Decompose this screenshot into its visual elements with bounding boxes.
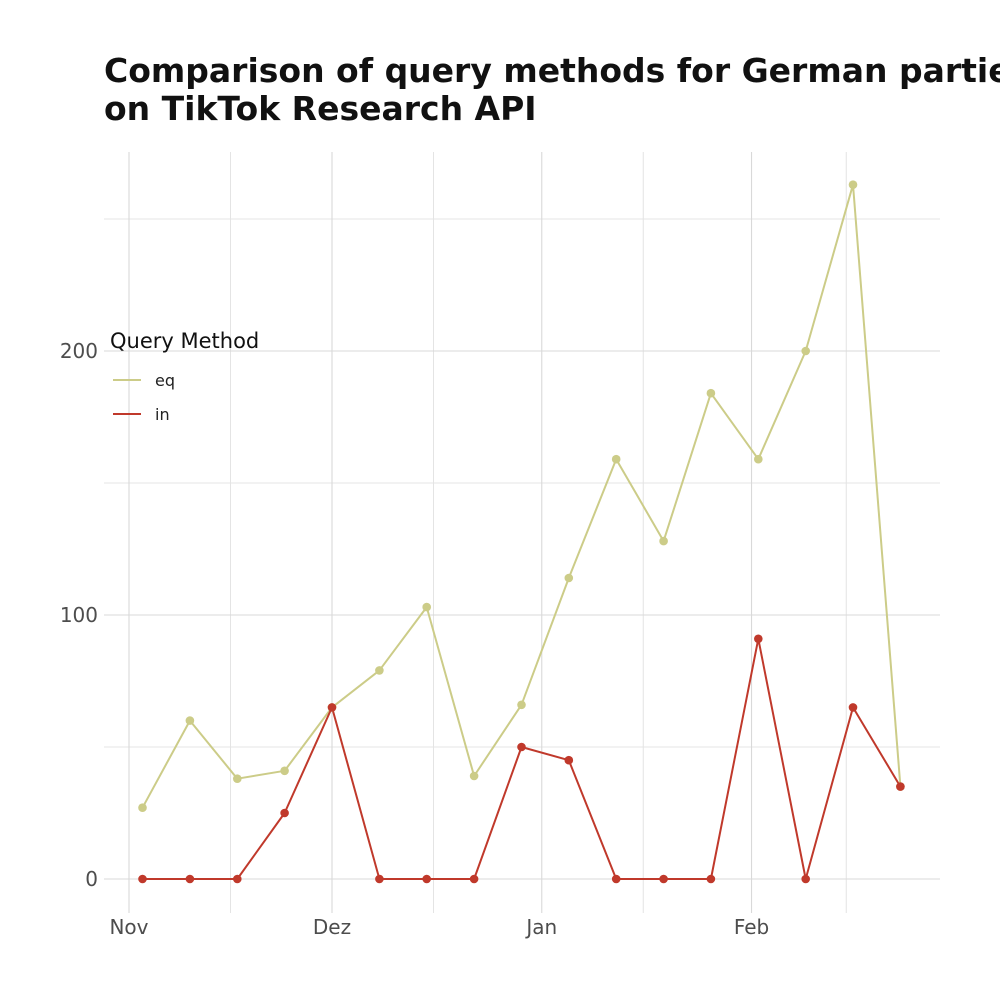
data-point-in (422, 874, 432, 884)
series-line-in (142, 637, 902, 880)
data-point-eq (659, 536, 668, 546)
x-tick-label: Dez (313, 915, 351, 939)
legend-label-in: in (155, 405, 170, 424)
data-point-in (469, 874, 479, 884)
data-point-eq (469, 771, 479, 781)
data-point-eq (233, 774, 242, 783)
x-tick-label: Feb (734, 915, 769, 939)
y-tick-label: 0 (85, 867, 98, 891)
data-point-in (896, 782, 905, 791)
x-axis-tick-labels: Nov Dez Jan Feb (109, 915, 769, 939)
data-point-in (801, 874, 810, 884)
data-point-eq (517, 700, 526, 710)
data-point-in (517, 742, 526, 752)
chart-title: Comparison of query methods for German p… (104, 52, 1000, 128)
series-line-eq (141, 183, 902, 809)
data-point-eq (564, 573, 574, 583)
data-point-in (280, 808, 289, 818)
legend-label-eq: eq (155, 371, 175, 390)
data-point-eq (706, 388, 716, 398)
x-tick-label: Nov (109, 915, 148, 939)
x-tick-label: Jan (524, 915, 557, 939)
y-axis-tick-labels: 0 100 200 (60, 339, 98, 891)
data-point-in (611, 874, 621, 884)
data-point-in (754, 634, 763, 644)
grid-major (104, 152, 940, 913)
data-point-in (327, 703, 337, 712)
data-point-in (138, 874, 147, 884)
data-point-in (848, 703, 858, 712)
series-points (138, 180, 905, 884)
data-point-eq (848, 180, 858, 189)
data-point-in (233, 874, 242, 884)
data-point-in (564, 755, 574, 765)
series-lines (141, 183, 902, 880)
data-point-in (375, 874, 384, 884)
data-point-eq (375, 666, 384, 675)
data-point-eq (422, 602, 432, 612)
data-point-eq (801, 346, 810, 356)
legend-title: Query Method (110, 329, 259, 353)
y-tick-label: 100 (60, 603, 98, 627)
legend: Query Method eq in (110, 329, 259, 424)
chart-title-line-1: Comparison of query methods for German p… (104, 52, 1000, 90)
data-point-eq (138, 803, 147, 812)
data-point-in (659, 874, 668, 884)
data-point-eq (280, 766, 289, 776)
data-point-in (185, 874, 195, 884)
data-point-eq (754, 454, 763, 464)
chart-title-line-2: on TikTok Research API (104, 89, 537, 128)
data-point-eq (185, 716, 195, 725)
data-point-eq (611, 454, 621, 464)
data-point-in (706, 874, 716, 884)
y-tick-label: 200 (60, 339, 98, 363)
grid-minor (104, 152, 940, 913)
